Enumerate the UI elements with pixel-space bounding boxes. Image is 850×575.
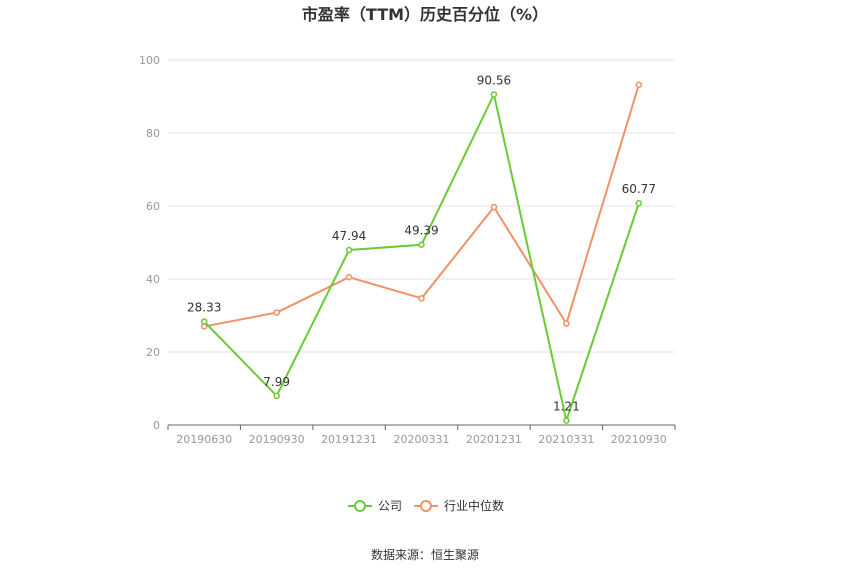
data-point[interactable] (418, 295, 425, 302)
y-tick-label: 100 (139, 54, 160, 67)
data-point[interactable] (635, 199, 643, 207)
data-point[interactable] (418, 241, 425, 248)
chart-title: 市盈率（TTM）历史百分位（%） (302, 5, 548, 24)
data-label: 60.77 (622, 182, 656, 196)
x-tick-label: 20210331 (538, 433, 594, 446)
data-point[interactable] (635, 81, 643, 89)
data-point[interactable] (563, 320, 570, 327)
legend[interactable]: 公司 行业中位数 (348, 498, 504, 513)
data-label: 49.39 (404, 224, 438, 238)
series-layer (200, 81, 643, 424)
x-tick-label: 20201231 (466, 433, 522, 446)
data-point[interactable] (200, 318, 208, 325)
data-label: 90.56 (477, 73, 511, 87)
x-tick-label: 20210930 (611, 433, 667, 446)
data-label: 47.94 (332, 229, 366, 243)
x-tick-label: 20190930 (249, 433, 305, 446)
data-label: 7.99 (263, 375, 290, 389)
x-tick-label: 20190630 (176, 433, 232, 446)
y-tick-label: 0 (153, 419, 160, 432)
y-tick-label: 40 (146, 273, 160, 286)
y-tick-label: 60 (146, 200, 160, 213)
data-label: 28.33 (187, 301, 221, 315)
data-label: 1.21 (553, 400, 580, 414)
y-tick-label: 80 (146, 127, 160, 140)
x-axis: 20190630 20190930 20191231 20200331 20201231… (167, 424, 676, 446)
data-point[interactable] (345, 273, 353, 281)
data-point[interactable] (563, 417, 570, 424)
x-tick-label: 20191231 (321, 433, 377, 446)
legend-label[interactable]: 行业中位数 (444, 498, 504, 513)
y-axis: 0 20 40 60 80 100 (139, 54, 160, 432)
data-point[interactable] (273, 392, 280, 400)
data-labels: 28.33 7.99 47.94 49.39 90.56 1.21 60.77 (187, 73, 656, 413)
data-point[interactable] (490, 203, 498, 211)
data-point[interactable] (345, 246, 353, 254)
y-tick-label: 20 (146, 346, 160, 359)
legend-swatch-marker (354, 500, 366, 512)
source-note: 数据来源：恒生聚源 (371, 547, 479, 562)
x-tick-label: 20200331 (394, 433, 450, 446)
legend-swatch-marker (420, 500, 432, 512)
data-point[interactable] (490, 91, 498, 98)
data-point[interactable] (273, 309, 280, 316)
series-line (203, 93, 640, 422)
legend-label[interactable]: 公司 (378, 499, 402, 513)
